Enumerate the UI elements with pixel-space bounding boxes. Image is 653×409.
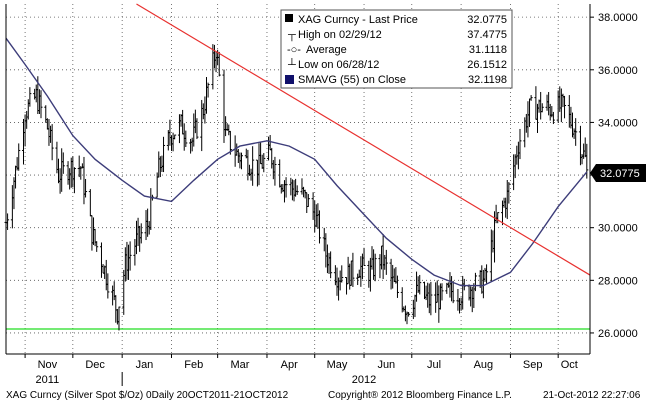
legend-sma-label: SMAVG (55) on Close [298, 74, 406, 86]
x-tick-label-2: Jan [136, 359, 154, 371]
x-tick-label-6: May [327, 359, 348, 371]
legend-box: XAG Curncy - Last Price 32.0775 ┬ High o… [280, 9, 513, 89]
last-price-tag: 32.0775 [590, 164, 646, 182]
x-tick-label-3: Feb [184, 359, 203, 371]
y-tick-label-2: 30.0000 [598, 223, 638, 235]
x-tick-label-7: Jun [377, 359, 395, 371]
legend-title: XAG Curncy - Last Price [298, 14, 418, 26]
legend-low-value: 26.1512 [467, 59, 507, 71]
x-tick-label-8: Jul [427, 359, 441, 371]
legend-high-label: High on 02/29/12 [298, 29, 382, 41]
axes [5, 4, 591, 355]
footer-right: 21-Oct-2012 22:27:06 [543, 390, 641, 401]
price-series-swatch [285, 14, 293, 22]
x-tick-label-0: Nov [38, 359, 58, 371]
x-tick-label-5: Apr [281, 359, 298, 371]
y-tick-label-1: 28.0000 [598, 275, 638, 287]
x-year-label-0: 2011 [36, 374, 60, 386]
y-tick-label-6: 38.0000 [598, 12, 638, 24]
footer-left: XAG Curncy (Silver Spot $/Oz) 0Daily 20O… [6, 390, 289, 401]
sma-line [5, 37, 588, 287]
trendline-segment [136, 3, 591, 276]
x-year-label-1: 2012 [352, 374, 376, 386]
trend-line [136, 3, 591, 276]
low-marker-icon: ┴ [287, 57, 296, 71]
legend-high-value: 37.4775 [467, 29, 507, 41]
y-tick-label-5: 36.0000 [598, 65, 638, 77]
sma-swatch [285, 75, 294, 84]
legend-row-low: ┴ Low on 06/28/12 26.1512 [287, 57, 507, 71]
y-tick-label-4: 34.0000 [598, 117, 638, 129]
legend-title-row: XAG Curncy - Last Price 32.0775 [285, 14, 507, 26]
average-marker-icon: -○- [287, 44, 301, 56]
legend-average-label: Average [306, 44, 347, 56]
legend-title-value: 32.0775 [467, 14, 507, 26]
price-bars [4, 44, 589, 331]
sma-series-line [5, 37, 588, 287]
x-tick-label-11: Oct [561, 359, 578, 371]
x-tick-label-9: Aug [474, 359, 494, 371]
x-tick-label-10: Sep [523, 359, 543, 371]
legend-low-label: Low on 06/28/12 [298, 59, 379, 71]
high-marker-icon: ┬ [287, 29, 296, 42]
legend-row-average: -○- Average 31.1118 [287, 44, 507, 56]
last-price-value: 32.0775 [600, 168, 640, 180]
footer-center: Copyright® 2012 Bloomberg Finance L.P. [328, 390, 512, 401]
x-tick-label-4: Mar [230, 359, 249, 371]
legend-sma-value: 32.1198 [468, 74, 507, 86]
x-tick-label-1: Dec [85, 359, 105, 371]
legend-average-value: 31.1118 [469, 44, 507, 56]
legend-row-high: ┬ High on 02/29/12 37.4775 [287, 29, 507, 42]
y-tick-label-0: 26.0000 [598, 328, 638, 340]
x-axis-ticks: Nov Dec Jan Feb Mar Apr May Jun Jul Aug Sep Oct 2011… [24, 354, 578, 386]
legend-row-sma: SMAVG (55) on Close 32.1198 [285, 74, 507, 86]
